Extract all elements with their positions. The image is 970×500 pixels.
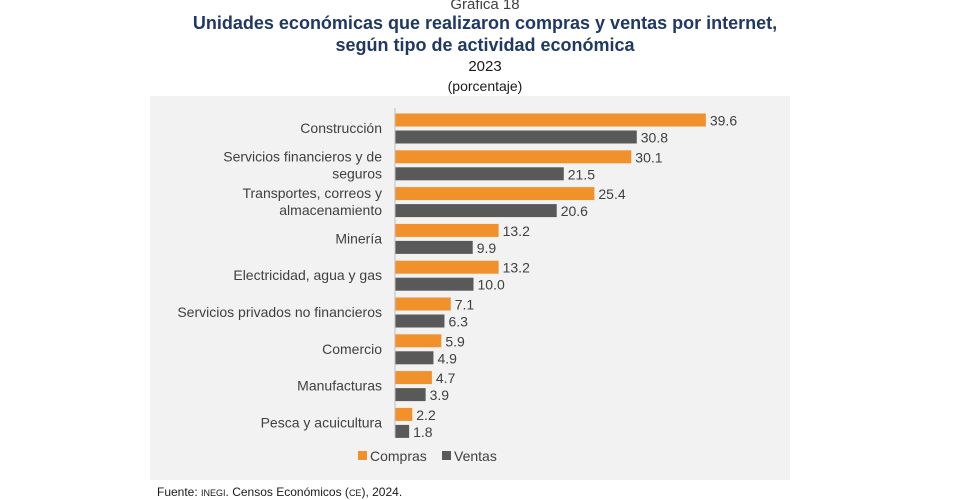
ventas-bar: [395, 204, 557, 218]
category-label: Electricidad, agua y gas: [233, 267, 382, 283]
chart-panel: Construcción 39.6 30.8 Servicios financiero…: [150, 96, 790, 480]
category-label: Comercio: [322, 341, 382, 357]
compras-bar: [395, 297, 451, 311]
ventas-bar: [395, 388, 426, 402]
ventas-legend-swatch: [442, 451, 451, 460]
compras-value-label: 13.2: [503, 223, 530, 239]
ventas-value-label: 30.8: [641, 130, 668, 146]
ventas-value-label: 4.9: [437, 350, 457, 366]
source-ce: CE: [348, 488, 362, 498]
category-label: Servicios financieros y de: [223, 148, 382, 164]
compras-value-label: 4.7: [436, 370, 456, 386]
ventas-bar: [395, 130, 637, 144]
chart-title-line-1: Unidades económicas que realizaron compr…: [192, 13, 778, 33]
compras-value-label: 2.2: [416, 407, 436, 423]
ventas-bar: [395, 424, 410, 438]
graphic-number: Gráfica 18: [450, 0, 520, 13]
compras-legend-label: Compras: [370, 448, 427, 464]
ventas-value-label: 10.0: [478, 277, 505, 293]
category-label: seguros: [332, 165, 382, 181]
ventas-bar: [395, 351, 434, 365]
chart-year: 2023: [468, 58, 502, 75]
compras-value-label: 7.1: [455, 297, 475, 313]
ventas-bar: [395, 314, 445, 328]
category-label: Construcción: [300, 120, 382, 136]
compras-value-label: 39.6: [710, 113, 737, 129]
bar-chart: Construcción 39.6 30.8 Servicios financiero…: [177, 108, 737, 464]
chart-unit: (porcentaje): [447, 78, 523, 94]
ventas-bar: [395, 277, 474, 291]
compras-bar: [395, 113, 706, 127]
ventas-value-label: 21.5: [568, 166, 595, 182]
ventas-value-label: 20.6: [561, 203, 588, 219]
category-label: Minería: [335, 230, 382, 246]
compras-value-label: 13.2: [503, 260, 530, 276]
compras-bar: [395, 334, 442, 348]
source-mid: . Censos Económicos (: [225, 485, 349, 499]
ventas-legend-label: Ventas: [454, 448, 497, 464]
category-label: Servicios privados no financieros: [177, 304, 382, 320]
compras-legend-swatch: [358, 451, 367, 460]
compras-value-label: 5.9: [445, 333, 465, 349]
ventas-bar: [395, 167, 564, 181]
category-label: Transportes, correos y: [242, 185, 382, 201]
category-label: Pesca y acuicultura: [261, 414, 383, 430]
source-org: INEGI: [201, 488, 226, 498]
compras-bar: [395, 187, 595, 201]
compras-bar: [395, 371, 432, 385]
compras-value-label: 30.1: [635, 149, 662, 165]
compras-bar: [395, 260, 499, 274]
ventas-value-label: 1.8: [413, 424, 433, 440]
compras-bar: [395, 407, 413, 421]
ventas-value-label: 9.9: [477, 240, 497, 256]
compras-bar: [395, 150, 632, 164]
category-label: almacenamiento: [279, 202, 382, 218]
source-end: ), 2024.: [361, 485, 403, 499]
source-note: Fuente: INEGI. Censos Económicos (CE), 2…: [157, 485, 402, 499]
compras-value-label: 25.4: [598, 186, 625, 202]
compras-bar: [395, 223, 499, 237]
ventas-value-label: 6.3: [448, 314, 468, 330]
ventas-bar: [395, 240, 473, 254]
category-label: Manufacturas: [297, 378, 382, 394]
source-prefix: Fuente:: [157, 485, 202, 499]
ventas-value-label: 3.9: [430, 387, 450, 403]
chart-title-line-2: según tipo de actividad económica: [335, 35, 635, 55]
